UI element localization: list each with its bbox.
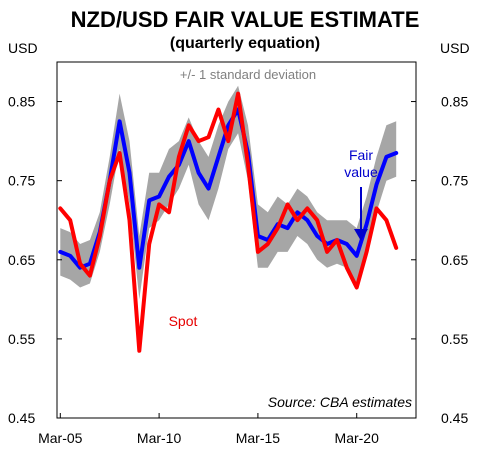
series-line-fair-value <box>58 107 399 270</box>
y-tick-label-right: 0.75 <box>441 173 468 189</box>
y-tick-label-right: 0.85 <box>441 94 468 110</box>
y-tick-label-left: 0.65 <box>8 252 35 268</box>
x-axis: Mar-05 Mar-10 Mar-15 Mar-20 <box>38 413 379 446</box>
y-axis-unit-right: USD <box>440 40 470 56</box>
spot-label: Spot <box>169 313 198 329</box>
y-axis-unit-left: USD <box>8 40 38 56</box>
fair-value-label-line2: value <box>344 164 378 180</box>
y-axis-left: 0.45 0.55 0.65 0.75 0.85 <box>8 94 62 426</box>
plot-area-frame <box>56 61 417 419</box>
x-tick-label: Mar-15 <box>236 430 281 446</box>
y-axis-right: 0.45 0.55 0.65 0.75 0.85 <box>411 94 468 426</box>
source-note: Source: CBA estimates <box>268 394 412 410</box>
y-tick-label-right: 0.55 <box>441 331 468 347</box>
y-tick-label-left: 0.75 <box>8 173 35 189</box>
fair-value-label-line1: Fair <box>349 147 373 163</box>
chart-title: NZD/USD FAIR VALUE ESTIMATE <box>71 7 420 32</box>
x-tick-label: Mar-20 <box>335 430 380 446</box>
y-tick-label-left: 0.55 <box>8 331 35 347</box>
band-label: +/- 1 standard deviation <box>180 67 316 82</box>
y-tick-label-right: 0.45 <box>441 410 468 426</box>
x-tick-label: Mar-05 <box>38 430 83 446</box>
x-tick-label: Mar-10 <box>137 430 182 446</box>
fair-value-arrow-head <box>354 229 368 241</box>
chart-subtitle: (quarterly equation) <box>170 35 320 52</box>
series-layer <box>58 91 399 353</box>
y-tick-label-right: 0.65 <box>441 252 468 268</box>
y-tick-label-left: 0.85 <box>8 94 35 110</box>
y-tick-label-left: 0.45 <box>8 410 35 426</box>
series-line-spot <box>58 91 399 353</box>
